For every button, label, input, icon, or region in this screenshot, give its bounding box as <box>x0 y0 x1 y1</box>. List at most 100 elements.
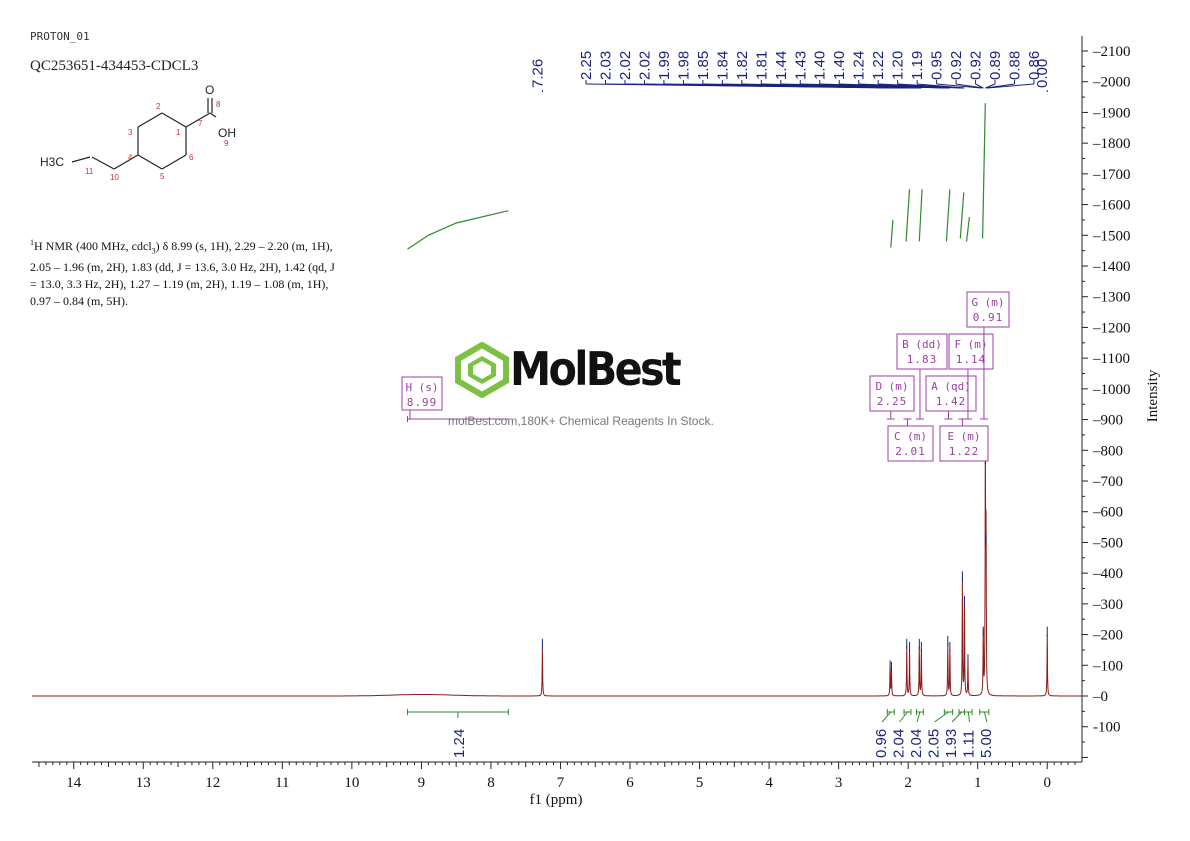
atom-number-1: 1 <box>176 128 181 137</box>
peak-label-leader <box>917 83 965 89</box>
x-tick-label: 1 <box>974 775 982 791</box>
x-tick-label: 12 <box>205 775 220 791</box>
y-tick-label: –1600 <box>1092 198 1131 214</box>
atom-number-10: 10 <box>110 173 119 182</box>
peak-shift-label: 0.89 <box>987 51 1004 80</box>
y-tick-label: –300 <box>1092 597 1123 613</box>
nucleus-superscript: 1 <box>30 238 34 247</box>
peak-shift-label: 1.81 <box>753 51 770 80</box>
integral-value: 0.96 <box>873 729 890 758</box>
multiplet-box <box>401 376 443 411</box>
peak-shift-label: 2.25 <box>578 51 595 80</box>
multiplet-letter: B (dd) <box>902 338 942 351</box>
nmr-line-1-tail: ) δ 8.99 (s, 1H), 2.29 – 2.20 (m, 1H), <box>155 239 333 253</box>
y-tick-label: –1200 <box>1092 320 1131 336</box>
multiplet-letter: F (m) <box>954 338 987 351</box>
x-tick-label: 3 <box>835 775 843 791</box>
peak-label-leader <box>987 83 1035 89</box>
integral-curve <box>945 189 951 242</box>
nmr-description-line-1: 1H NMR (400 MHz, cdcl3) δ 8.99 (s, 1H), … <box>30 234 390 259</box>
y-tick-label: –900 <box>1092 413 1123 429</box>
integral-value: 1.24 <box>451 729 468 758</box>
peak-shift-label: 1.19 <box>909 51 926 80</box>
y-tick-label: –1400 <box>1092 259 1131 275</box>
x-tick-label: 6 <box>626 775 634 791</box>
y-tick-label: –1900 <box>1092 105 1131 121</box>
x-tick-label: 8 <box>487 775 495 791</box>
nmr-description: 1H NMR (400 MHz, cdcl3) δ 8.99 (s, 1H), … <box>30 234 390 310</box>
peak-shift-label: 1.43 <box>792 51 809 80</box>
multiplet-shift: 1.22 <box>949 445 980 458</box>
methyl-atom-label: H3C <box>40 155 64 169</box>
peak-shift-label: 1.20 <box>890 51 907 80</box>
multiplet-shift: 1.14 <box>956 353 987 366</box>
atom-number-7: 7 <box>198 119 203 128</box>
integral-value: 2.04 <box>891 729 908 758</box>
multiplet-shift: 2.25 <box>877 395 908 408</box>
peak-label-leader <box>975 83 984 89</box>
x-axis-title: f1 (ppm) <box>530 792 583 808</box>
y-tick-label: –600 <box>1092 505 1123 521</box>
x-tick-label: 5 <box>696 775 704 791</box>
multiplet-shift: 8.99 <box>407 396 438 409</box>
nmr-description-line-2: 2.05 – 1.96 (m, 2H), 1.83 (dd, J = 13.6,… <box>30 260 335 275</box>
peak-shift-label: 0.00 <box>1034 59 1051 88</box>
y-tick-label: -100 <box>1093 720 1121 736</box>
sample-id: QC253651-434453-CDCL3 <box>30 58 199 74</box>
peak-shift-label: 1.85 <box>695 51 712 80</box>
integral-leader <box>951 711 963 723</box>
y-tick-label: –200 <box>1092 628 1123 644</box>
molecule-structure: O OH H3C 1 2 3 4 5 6 7 8 9 10 11 <box>40 83 236 182</box>
peak-shift-label: 1.98 <box>675 51 692 80</box>
peak-shift-label: 1.44 <box>773 51 790 80</box>
solvent-subscript: 3 <box>151 246 156 256</box>
integral-curve <box>959 192 965 239</box>
atom-number-4: 4 <box>128 153 133 162</box>
y-tick-label: –800 <box>1092 443 1123 459</box>
atom-number-9: 9 <box>224 139 229 148</box>
peak-shift-label: 2.02 <box>617 51 634 80</box>
peak-shift-label: 2.02 <box>636 51 653 80</box>
hydroxyl-atom-label: OH <box>218 126 236 140</box>
x-tick-label: 10 <box>344 775 359 791</box>
multiplet-letter: A (qd) <box>931 380 971 393</box>
peak-shift-label: 2.03 <box>597 51 614 80</box>
multiplet-letter: D (m) <box>875 380 908 393</box>
peak-shift-label: 1.22 <box>870 51 887 80</box>
experiment-name: PROTON_01 <box>30 30 90 43</box>
integral-curve <box>905 189 911 242</box>
y-tick-label: –700 <box>1092 474 1123 490</box>
atom-number-3: 3 <box>128 128 133 137</box>
atom-number-11: 11 <box>85 167 94 176</box>
integral-value: 5.00 <box>978 729 995 758</box>
multiplet-shift: 2.01 <box>895 445 926 458</box>
peak-shift-label: 1.82 <box>734 51 751 80</box>
multiplet-shift: 0.91 <box>973 311 1004 324</box>
integral-curve <box>890 219 894 248</box>
integral-curve <box>966 216 970 242</box>
peak-label-leader <box>956 83 984 89</box>
integral-value: 1.11 <box>961 730 978 758</box>
integral-curve <box>407 210 509 250</box>
integral-leader <box>881 711 892 723</box>
integral-curve <box>918 189 923 242</box>
multiplet-letter: H (s) <box>405 381 438 394</box>
nmr-line-1-head: H NMR (400 MHz, cdcl <box>34 239 152 253</box>
integral-leader <box>983 711 988 723</box>
x-tick-label: 2 <box>904 775 912 791</box>
integral-leader <box>916 711 921 723</box>
y-axis-title: Intensity <box>1145 369 1161 422</box>
nmr-description-line-4: 0.97 – 0.84 (m, 5H). <box>30 294 128 309</box>
atom-number-8: 8 <box>216 100 221 109</box>
peak-shift-label: 0.92 <box>948 51 965 80</box>
nmr-description-line-3: = 13.0, 3.3 Hz, 2H), 1.27 – 1.19 (m, 2H)… <box>30 277 329 292</box>
multiplet-box <box>948 333 994 370</box>
peak-label-leader <box>985 83 996 89</box>
x-tick-label: 0 <box>1043 775 1051 791</box>
integral-value: 1.93 <box>943 729 960 758</box>
molbest-logo-icon <box>455 342 509 398</box>
multiplet-letter: G (m) <box>971 296 1004 309</box>
y-tick-label: –2100 <box>1092 44 1131 60</box>
peak-shift-label: 1.24 <box>851 51 868 80</box>
